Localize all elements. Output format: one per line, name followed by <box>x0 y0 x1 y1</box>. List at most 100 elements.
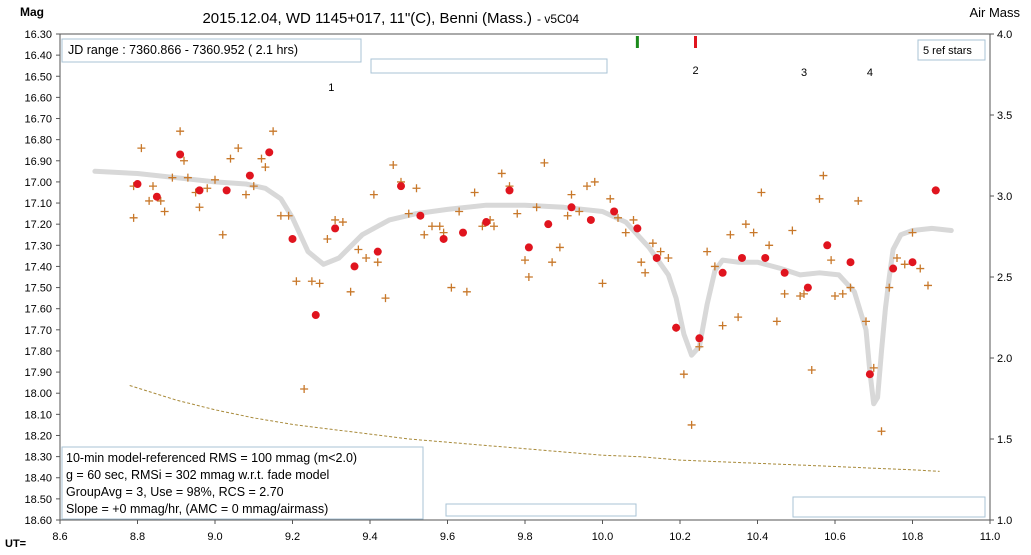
group-average-point <box>672 323 681 332</box>
raw-data-point <box>908 228 917 237</box>
group-average-point <box>846 258 855 267</box>
y2-tick-label: 4.0 <box>997 29 1012 41</box>
raw-data-point <box>567 190 576 199</box>
y-tick-label: 17.90 <box>24 367 52 379</box>
raw-data-point <box>292 277 301 286</box>
raw-data-point <box>338 218 347 227</box>
y-tick-label: 18.00 <box>24 388 52 400</box>
raw-data-point <box>346 287 355 296</box>
y-tick-label: 17.60 <box>24 304 52 316</box>
x-axis-label: UT= <box>5 538 26 550</box>
airmass-line <box>129 385 940 472</box>
raw-data-point <box>924 281 932 290</box>
raw-data-point <box>838 289 847 298</box>
x-tick-label: 9.2 <box>285 531 300 543</box>
group-average-point <box>416 211 425 220</box>
y-tick-label: 17.70 <box>24 325 52 337</box>
group-average-point <box>245 171 254 180</box>
model-fade-curve <box>92 168 954 407</box>
group-average-point <box>350 262 359 271</box>
raw-data-point <box>629 215 638 224</box>
stats-box <box>61 446 424 520</box>
y-tick-label: 16.90 <box>24 156 52 168</box>
raw-data-point <box>284 211 293 220</box>
raw-data-point <box>598 279 607 288</box>
group-average-point <box>288 234 297 243</box>
raw-data-point <box>900 260 909 269</box>
ref-stars-box <box>917 39 986 61</box>
y2-tick-label: 2.5 <box>997 272 1012 284</box>
raw-data-point <box>548 258 557 267</box>
y2-tick-label: 3.5 <box>997 110 1012 122</box>
y-tick-label: 18.50 <box>24 494 52 506</box>
group-average-point <box>524 243 533 252</box>
group-average-point <box>133 180 142 189</box>
raw-data-point <box>695 342 704 351</box>
group-average-point <box>222 186 231 195</box>
dip-label: 3 <box>801 67 807 79</box>
y-tick-label: 17.50 <box>24 283 52 295</box>
raw-data-point <box>129 213 138 222</box>
raw-data-point <box>718 321 727 330</box>
raw-data-point <box>307 277 316 286</box>
x-tick-label: 9.0 <box>207 531 222 543</box>
raw-data-point <box>648 239 657 248</box>
raw-data-point <box>524 273 533 281</box>
group-average-point <box>311 311 320 320</box>
raw-data-point <box>532 203 541 212</box>
raw-data-point <box>780 289 789 298</box>
raw-data-point <box>412 184 421 193</box>
y-tick-label: 16.60 <box>24 92 52 104</box>
y-tick-label: 17.40 <box>24 261 52 273</box>
raw-data-point <box>555 243 564 252</box>
raw-data-point <box>420 230 429 239</box>
group-average-point <box>803 283 812 292</box>
raw-data-point <box>183 173 192 182</box>
raw-data-point <box>521 256 529 265</box>
x-tick-label: 10.2 <box>669 531 690 543</box>
group-average-point <box>482 218 491 227</box>
stats-line-4: Slope = +0 mmag/hr, (AMC = 0 mmag/airmas… <box>66 502 328 516</box>
stats-line-1: 10-min model-referenced RMS = 100 mmag (… <box>66 451 357 465</box>
raw-data-point <box>315 279 324 288</box>
raw-data-point <box>478 222 487 231</box>
raw-data-point <box>242 190 250 199</box>
raw-data-point <box>621 228 630 237</box>
group-average-point <box>652 253 661 262</box>
raw-data-point <box>807 365 816 374</box>
group-average-point <box>610 207 619 216</box>
raw-data-point <box>300 384 309 393</box>
raw-data-point <box>885 283 894 292</box>
x-tick-label: 11.0 <box>980 531 1001 543</box>
raw-data-point <box>819 171 828 180</box>
raw-data-point <box>156 196 165 205</box>
group-average-point <box>397 182 405 191</box>
raw-data-point <box>180 156 188 165</box>
y-tick-label: 18.40 <box>24 473 52 485</box>
raw-data-point <box>381 294 390 303</box>
raw-data-point <box>869 363 878 372</box>
raw-data-point <box>168 173 177 182</box>
raw-data-point <box>916 264 925 273</box>
empty-box-bottom-2 <box>792 496 986 518</box>
raw-data-point <box>815 194 824 203</box>
raw-data-point <box>765 241 774 250</box>
raw-data-point <box>854 196 863 205</box>
group-average-point <box>544 220 553 229</box>
raw-data-point <box>218 230 227 239</box>
group-average-point <box>195 186 204 195</box>
raw-data-point <box>590 177 599 186</box>
group-average-point <box>567 203 576 212</box>
raw-data-point <box>583 182 591 191</box>
raw-data-point <box>404 209 413 218</box>
raw-data-point <box>831 292 839 301</box>
raw-data-point <box>435 222 444 231</box>
y-tick-label: 16.30 <box>24 29 52 41</box>
raw-data-point <box>462 287 471 296</box>
group-average-point <box>373 247 382 256</box>
raw-data-point <box>656 247 665 256</box>
y-tick-label: 16.70 <box>24 114 52 126</box>
y2-tick-label: 1.0 <box>997 515 1012 527</box>
x-tick-label: 9.4 <box>362 531 377 543</box>
